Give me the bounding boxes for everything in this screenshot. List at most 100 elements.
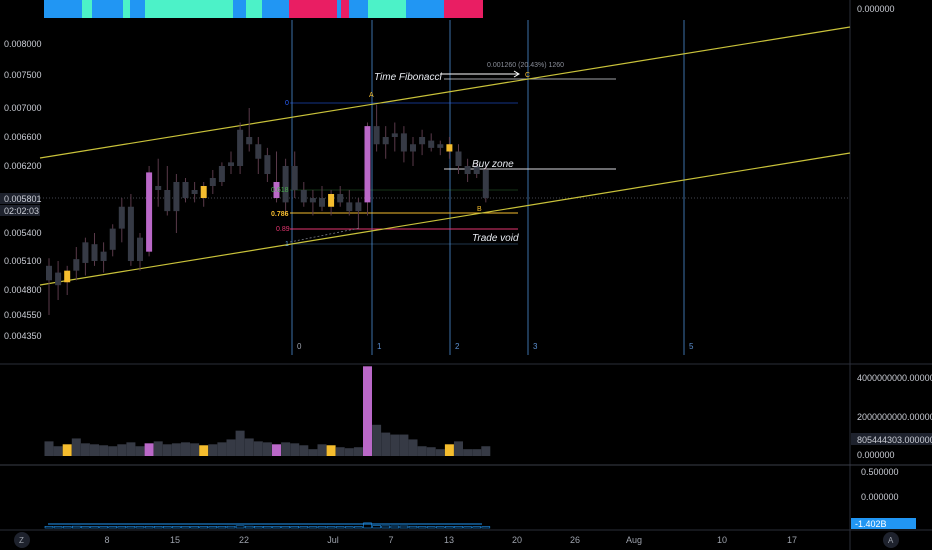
volume-bar [62, 444, 72, 456]
indicator-bar [354, 526, 363, 529]
strip-segment-11 [341, 0, 349, 18]
fib-label-1: 1 [285, 241, 289, 248]
countdown-label: 02:02:03 [4, 206, 39, 216]
time-fib-number-3: 3 [533, 342, 538, 351]
time-tick-10: 17 [787, 535, 797, 545]
candle-body [291, 166, 298, 190]
fib-label-0786: 0.786 [271, 211, 289, 218]
indicator-bar [372, 525, 381, 529]
indicator-bar [326, 526, 336, 529]
channel-lower-line[interactable] [39, 152, 851, 286]
candle-body [391, 133, 398, 137]
indicator-bar [44, 526, 54, 529]
current-price-label: 0.005801 [4, 194, 42, 204]
point-a-label: A [369, 92, 374, 99]
volume-tick-1: 2000000000.000000 [857, 412, 932, 422]
time-axis-ticks: 8 15 22 Jul 7 13 20 26 Aug 10 17 [104, 535, 797, 545]
indicator-bar [254, 526, 263, 529]
price-tick-1: 0.007500 [4, 70, 42, 80]
strip-segment-3 [123, 0, 130, 18]
indicator-bar [235, 525, 245, 529]
channel-upper-line[interactable] [39, 26, 851, 159]
indicator-bar [108, 526, 117, 529]
indicator-bar [426, 526, 436, 529]
candle-body [118, 206, 125, 229]
candle-body [155, 186, 162, 190]
indicator-bar [226, 525, 236, 529]
volume-bar [80, 443, 90, 456]
indicator-bar [399, 525, 409, 529]
candle-body [146, 172, 153, 252]
volume-bar [363, 366, 372, 456]
indicator-bar [445, 526, 454, 529]
indicator-bar [472, 526, 482, 529]
volume-bar [381, 432, 391, 456]
volume-bar [99, 445, 109, 456]
candle-body [319, 198, 325, 207]
indicator-bar [381, 525, 391, 529]
point-c-label: C [525, 72, 530, 79]
fib-label-089: 0.89 [276, 226, 290, 233]
price-tick-10: 0.004350 [4, 331, 42, 341]
indicator-bar [81, 526, 90, 529]
strip-segment-6 [233, 0, 246, 18]
volume-bar [353, 447, 363, 456]
price-tick-6: 0.005400 [4, 228, 42, 238]
indicator-bar [99, 526, 108, 529]
time-tick-7: 26 [570, 535, 580, 545]
candlestick-series [46, 104, 489, 315]
indicator-bar [390, 525, 400, 529]
trend-color-strip [44, 0, 483, 18]
indicator-bar [153, 526, 163, 529]
volume-bar [344, 448, 354, 456]
fib-label-0618: 0.618 [271, 187, 289, 194]
candle-body [100, 251, 107, 261]
countdown-badge [0, 205, 40, 216]
indicator-tick-0: 0.500000 [861, 467, 899, 477]
auto-scale-button[interactable] [883, 532, 899, 548]
indicator-bar [408, 525, 418, 529]
price-tick-4: 0.006200 [4, 161, 42, 171]
volume-bar [399, 434, 409, 456]
volume-bar [272, 444, 281, 456]
volume-current-badge [851, 433, 932, 445]
time-fibonacci-label: Time Fibonacci [374, 72, 442, 83]
candle-body [182, 182, 189, 198]
volume-bar [472, 449, 482, 456]
strip-segment-0 [44, 0, 82, 18]
candle-body [246, 137, 253, 145]
candle-body [273, 182, 280, 198]
indicator-bar [481, 526, 491, 529]
volume-bar [126, 442, 136, 456]
indicator-bar [90, 526, 99, 529]
auto-scale-button-label: A [888, 536, 894, 545]
price-tick-7: 0.005100 [4, 256, 42, 266]
volume-histogram [44, 366, 491, 456]
strip-segment-13 [368, 0, 406, 18]
volume-bar [444, 444, 454, 456]
time-tick-6: 20 [512, 535, 522, 545]
candle-body [464, 166, 471, 174]
candle-body [400, 133, 407, 152]
left-axis-button-label: Z [19, 536, 24, 545]
volume-bar [208, 444, 218, 456]
candle-body [410, 144, 416, 152]
candle-body [373, 126, 380, 145]
volume-bar [44, 441, 54, 456]
indicator-bar [290, 526, 300, 529]
time-fib-number-2: 2 [455, 342, 460, 351]
indicator-bar [144, 526, 154, 529]
candle-body [237, 129, 244, 166]
indicator-bar [435, 526, 445, 529]
indicator-bar [335, 526, 345, 529]
price-axis-ticks: 0.008000 0.007500 0.007000 0.006600 0.006200… [4, 39, 42, 341]
price-tick-8: 0.004800 [4, 285, 42, 295]
trade-void-label: Trade void [472, 233, 519, 244]
fib-info-label: 0.001260 (20.43%) 1260 [487, 62, 564, 69]
time-fibonacci-lines[interactable]: 0 1 2 3 5 [291, 20, 694, 355]
left-axis-button[interactable] [14, 532, 30, 548]
volume-bar [217, 442, 227, 456]
price-tick-2: 0.007000 [4, 103, 42, 113]
time-fib-arrowhead [513, 70, 520, 78]
